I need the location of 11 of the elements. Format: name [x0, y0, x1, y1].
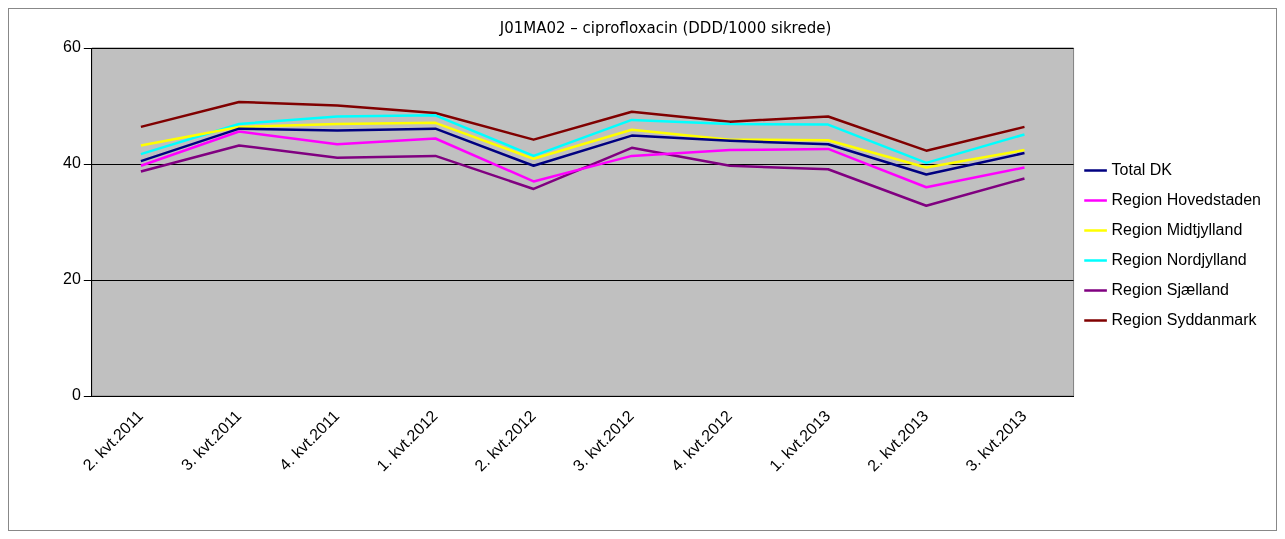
legend-label: Total DK — [1111, 160, 1173, 178]
y-tick-label: 20 — [63, 270, 81, 288]
legend-label: Region Sjælland — [1111, 280, 1229, 298]
legend-label: Region Syddanmark — [1111, 310, 1258, 328]
legend-label: Region Hovedstaden — [1111, 190, 1261, 208]
y-tick-label: 0 — [71, 386, 81, 404]
legend-label: Region Nordjylland — [1111, 250, 1247, 268]
legend-label: Region Midtjylland — [1111, 220, 1243, 238]
chart-title: J01MA02 – ciprofloxacin (DDD/1000 sikrede) — [498, 18, 832, 37]
y-tick-label: 40 — [63, 154, 81, 172]
y-tick-label: 60 — [63, 38, 81, 56]
